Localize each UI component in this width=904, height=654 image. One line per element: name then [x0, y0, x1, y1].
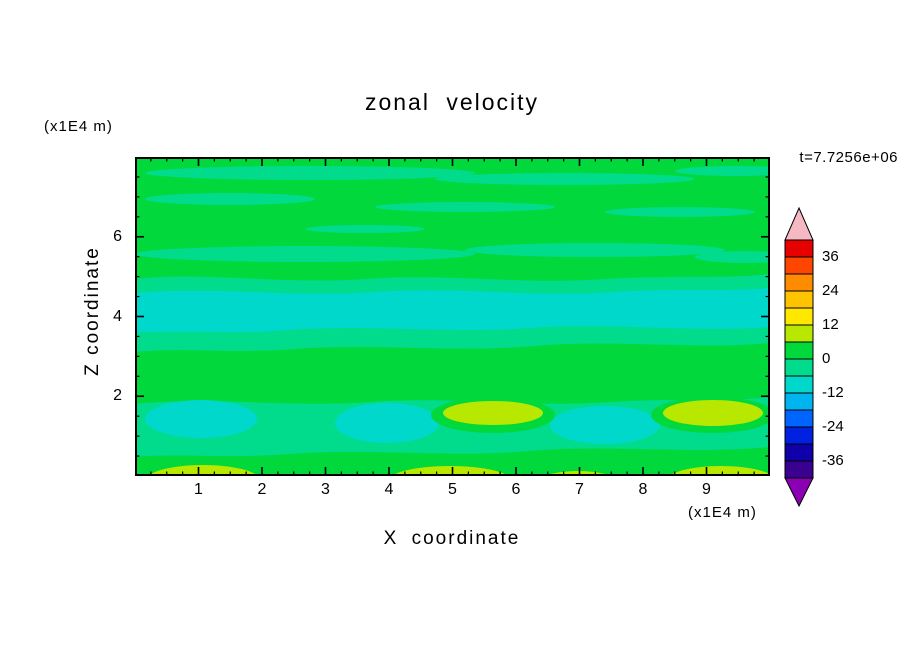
contour-streak — [145, 166, 475, 180]
colorbar-segment — [784, 239, 814, 258]
colorbar-segment — [784, 341, 814, 360]
colorbar-segment — [784, 307, 814, 326]
colorbar-tick-label: -24 — [822, 418, 844, 435]
colorbar-under-arrow — [784, 477, 814, 508]
colorbar — [784, 206, 814, 508]
colorbar-tick-label: 0 — [822, 350, 831, 367]
contour-streak — [465, 243, 725, 257]
contour-pocket-turquoise — [145, 400, 257, 438]
x-axis-units-label: (x1E4 m) — [688, 504, 757, 521]
colorbar-segment — [784, 324, 814, 343]
y-tick-label: 6 — [113, 227, 122, 245]
y-axis-units-label: (x1E4 m) — [44, 118, 113, 135]
x-tick-label: 5 — [448, 481, 457, 498]
x-tick-label: 6 — [511, 481, 521, 498]
contour-streak — [305, 225, 425, 233]
contour-band-turquoise — [135, 288, 770, 333]
x-tick-label: 9 — [702, 481, 711, 498]
x-tick-label: 8 — [638, 481, 648, 498]
colorbar-segment — [784, 273, 814, 292]
contour-pocket-yellow-green — [663, 400, 763, 426]
colorbar-tick-label: 24 — [822, 282, 839, 299]
colorbar-segment — [784, 358, 814, 377]
contour-streak — [675, 166, 770, 176]
colorbar-segment — [784, 460, 814, 479]
x-tick-label: 3 — [321, 481, 330, 498]
x-tick-label: 2 — [257, 481, 267, 498]
colorbar-tick-label: -12 — [822, 384, 844, 401]
contour-streak — [605, 207, 755, 217]
x-axis-title: X coordinate — [383, 528, 521, 549]
time-annotation: t=7.7256e+06 — [799, 149, 898, 166]
colorbar-segment — [784, 256, 814, 275]
contour-streak — [695, 251, 770, 263]
contour-pocket-yellow-green — [443, 401, 543, 425]
x-tick-label: 7 — [575, 481, 584, 498]
y-tick-label: 2 — [113, 387, 122, 405]
colorbar-tick-label: 12 — [822, 316, 839, 333]
colorbar-segment — [784, 443, 814, 462]
colorbar-segment — [784, 392, 814, 411]
colorbar-tick-label: 36 — [822, 248, 839, 265]
plot-frame — [135, 157, 770, 476]
contour-field — [135, 157, 770, 476]
contour-streak — [435, 173, 695, 185]
x-tick-label: 4 — [384, 481, 394, 498]
colorbar-segment — [784, 426, 814, 445]
contour-bottom-lobe-yellow-green — [669, 466, 770, 476]
contour-streak — [145, 193, 315, 205]
contour-streak — [375, 202, 555, 212]
chart-title: zonal velocity — [364, 89, 540, 115]
contour-pocket-turquoise — [335, 403, 439, 443]
colorbar-over-arrow — [784, 206, 814, 241]
colorbar-segment — [784, 290, 814, 309]
contour-streak — [135, 246, 475, 262]
colorbar-segment — [784, 375, 814, 394]
colorbar-tick-label: -36 — [822, 452, 844, 469]
x-tick-label: 1 — [194, 481, 203, 498]
colorbar-segment — [784, 409, 814, 428]
contour-pocket-turquoise — [550, 406, 660, 444]
y-tick-label: 4 — [113, 307, 122, 325]
